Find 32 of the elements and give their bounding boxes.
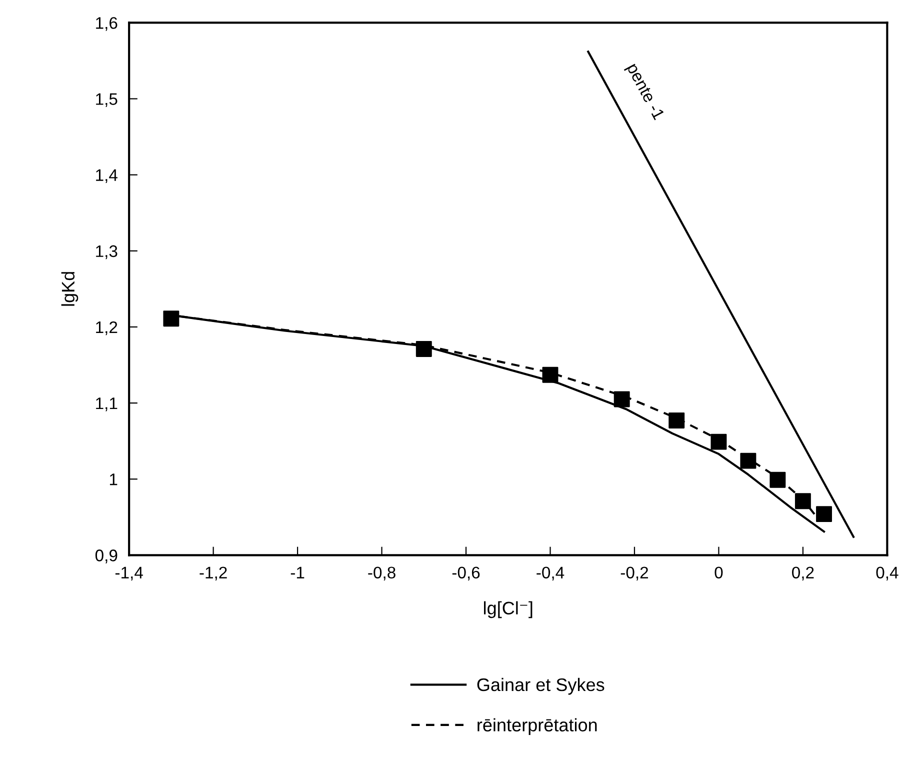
- x-tick-label: 0,4: [876, 566, 898, 580]
- x-tick-label: 0,2: [792, 566, 814, 580]
- x-axis-title: lg[Cl⁻]: [484, 601, 532, 618]
- x-tick-label: -1: [290, 566, 304, 578]
- y-tick-label: 1: [110, 474, 118, 486]
- point: [668, 412, 685, 428]
- x-tick-label: -0,6: [452, 566, 480, 580]
- x-tick-label: -0,4: [536, 566, 564, 580]
- y-tick-label: 1,6: [96, 17, 118, 31]
- point: [542, 366, 558, 383]
- y-tick-label: 1,1: [96, 398, 118, 412]
- x-tick-label: 0: [714, 566, 723, 578]
- y-tick-label: 0,9: [95, 550, 118, 564]
- x-tick-label: -0,8: [368, 566, 396, 580]
- point: [816, 506, 832, 522]
- y-axis-title: lgKd: [61, 272, 78, 306]
- x-tick-label: -0,2: [620, 566, 648, 580]
- point: [614, 391, 630, 408]
- legend-label: rēinterprētation: [478, 718, 597, 736]
- point: [770, 472, 786, 488]
- point: [740, 452, 756, 469]
- y-tick-label: 1,3: [96, 245, 118, 260]
- y-tick-label: 1,5: [96, 93, 118, 107]
- legend-label: Gainar et Sykes: [477, 678, 604, 695]
- y-tick-label: 1,4: [96, 169, 118, 184]
- point: [794, 493, 811, 510]
- point: [163, 310, 180, 327]
- point: [416, 341, 432, 357]
- y-tick-label: 1,2: [96, 321, 118, 336]
- x-tick-label: -1,4: [115, 566, 143, 580]
- point: [710, 434, 727, 450]
- x-tick-label: -1,2: [200, 566, 227, 580]
